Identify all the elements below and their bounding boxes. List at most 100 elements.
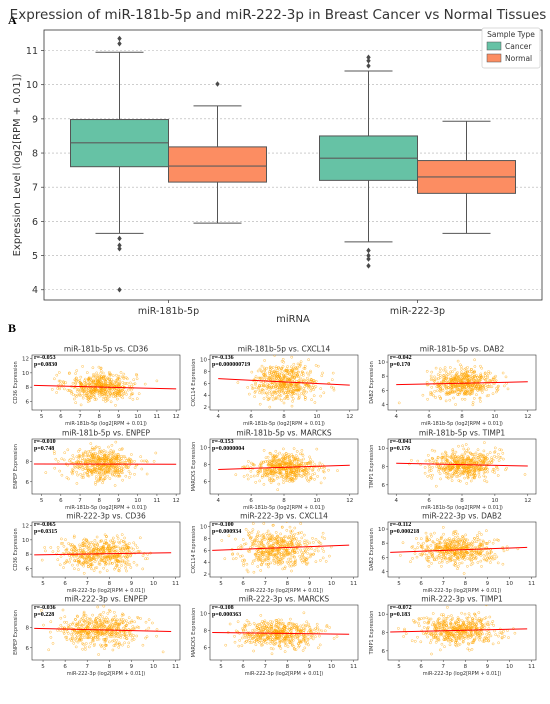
scatter-point (460, 555, 463, 559)
scatter-point (99, 469, 103, 473)
scatter-point (285, 394, 289, 398)
correlation-r: r=-0.065 (34, 522, 56, 528)
scatter-point (467, 542, 470, 545)
scatter-point (135, 563, 139, 567)
scatter-point (116, 555, 119, 559)
scatter-point (89, 391, 93, 395)
scatter-point (84, 394, 88, 397)
scatter-point (103, 474, 107, 478)
scatter-point (309, 477, 312, 481)
scatter-point (275, 389, 279, 393)
scatter-point (485, 550, 489, 554)
scatter-point (447, 377, 451, 381)
scatter-point (124, 566, 127, 570)
scatter-point (107, 452, 111, 455)
scatter-point (95, 381, 99, 385)
scatter-point (473, 469, 477, 472)
scatter-point (296, 384, 300, 388)
scatter-point (122, 372, 126, 376)
scatter-point (495, 465, 499, 469)
scatter-point (111, 555, 115, 559)
scatter-point (280, 539, 284, 543)
scatter-point (450, 386, 454, 390)
scatter-point (260, 391, 264, 395)
scatter-point (265, 387, 269, 391)
scatter-point (117, 641, 121, 645)
scatter-point (306, 548, 310, 551)
scatter-point (259, 389, 263, 393)
scatter-point (438, 472, 442, 476)
scatter-point (460, 460, 464, 463)
scatter-point (111, 472, 114, 476)
scatter-point (451, 374, 454, 378)
scatter-point (75, 548, 78, 552)
scatter-point (304, 562, 308, 565)
scatter-point (310, 398, 313, 402)
x-tick-label: miR-181b-5p (138, 306, 199, 317)
scatter-point (453, 367, 457, 371)
x-tick-label: 11 (528, 581, 535, 587)
scatter-point (124, 619, 128, 623)
scatter-point (438, 373, 442, 377)
scatter-point (442, 539, 446, 543)
scatter-point (110, 561, 114, 565)
scatter-point (307, 358, 310, 362)
scatter-point (444, 369, 448, 373)
scatter-point (442, 455, 446, 459)
scatter-point (280, 543, 284, 547)
outlier-point (366, 54, 371, 61)
scatter-point (114, 454, 117, 458)
scatter-point (445, 475, 448, 479)
x-tick-label: 10 (328, 581, 335, 587)
scatter-point (487, 556, 491, 560)
scatter-point (95, 371, 98, 375)
scatter-point (60, 457, 64, 461)
scatter-point (434, 396, 437, 399)
scatter-point (97, 560, 101, 564)
scatter-point (89, 388, 93, 392)
scatter-point (49, 546, 53, 549)
x-tick-label: 12 (346, 498, 353, 504)
scatter-point (69, 554, 73, 558)
scatter-point (299, 522, 303, 525)
scatter-point (231, 557, 235, 561)
x-tick-label: 10 (491, 414, 498, 420)
y-tick-label: 8 (382, 374, 386, 380)
scatter-point (461, 545, 464, 549)
scatter-point (294, 372, 298, 375)
scatter-point (110, 457, 113, 461)
scatter-points (397, 358, 510, 407)
scatter-point (281, 357, 285, 361)
scatter-point (114, 440, 118, 444)
scatter-point (484, 541, 488, 545)
scatter-point (440, 560, 444, 564)
scatter-point (268, 378, 272, 381)
scatter-point (429, 378, 433, 382)
scatter-point (453, 376, 457, 380)
scatter-point (284, 535, 287, 538)
regression-line (34, 552, 172, 556)
scatter-point (258, 479, 262, 483)
scatter-point (461, 464, 465, 468)
scatter-point (262, 544, 266, 548)
scatter-point (269, 561, 273, 565)
scatter-point (296, 362, 300, 366)
scatter-point (262, 461, 265, 464)
scatter-point (106, 469, 109, 473)
scatter-point (101, 450, 104, 454)
scatter-point (287, 551, 291, 555)
scatter-point (315, 447, 319, 451)
scatter-point (457, 388, 461, 391)
scatter-point (443, 450, 447, 454)
scatter-point (110, 443, 114, 447)
scatter-point (433, 531, 436, 535)
scatter-point (445, 371, 448, 375)
scatter-point (88, 459, 91, 463)
scatter-point (272, 549, 276, 553)
scatter-point (484, 378, 488, 381)
scatter-point (452, 530, 456, 534)
scatter-point (255, 537, 259, 541)
scatter-point (485, 529, 488, 533)
scatter-point (436, 542, 439, 546)
scatter-point (239, 544, 243, 548)
